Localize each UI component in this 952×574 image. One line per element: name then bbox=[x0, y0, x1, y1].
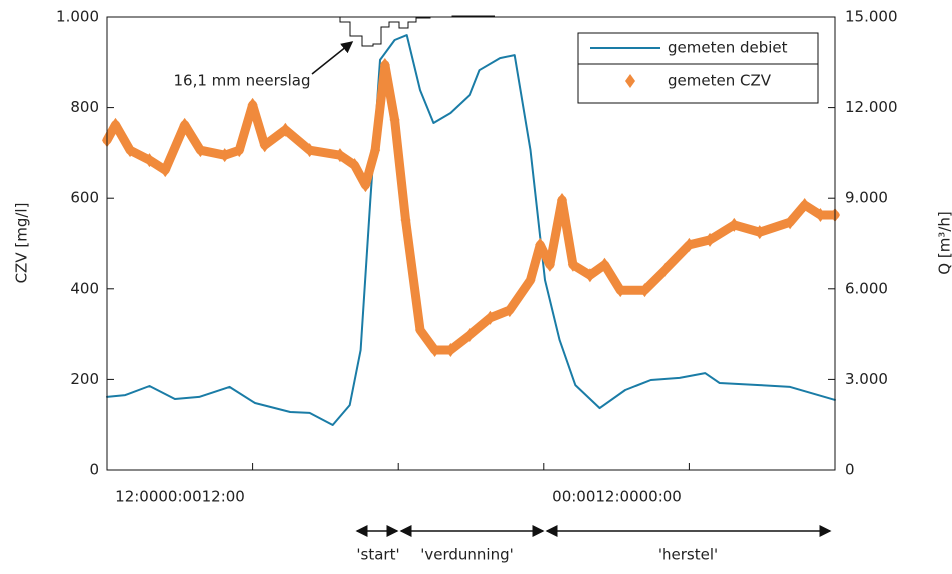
rainfall-steps bbox=[340, 16, 495, 46]
y2-tick-label: 0 bbox=[845, 461, 855, 479]
y2-tick-label: 9.000 bbox=[845, 189, 888, 207]
legend-label: gemeten debiet bbox=[668, 39, 788, 57]
y-tick-label: 800 bbox=[70, 98, 99, 116]
y-tick-label: 600 bbox=[70, 189, 99, 207]
y2-tick-label: 15.000 bbox=[845, 8, 898, 26]
series-line bbox=[107, 65, 835, 350]
x-tick-label-group: 00:0012:0000:00 bbox=[552, 488, 682, 506]
y-tick-label: 1.000 bbox=[56, 8, 99, 26]
y2-tick-label: 6.000 bbox=[845, 279, 888, 297]
legend: gemeten debiet gemeten CZV bbox=[578, 33, 818, 103]
x-tick-label-group: 12:0000:0012:00 bbox=[115, 488, 245, 506]
y-axis-label: CZV [mg/l] bbox=[13, 203, 31, 284]
y2-axis-label: Q [m³/h] bbox=[936, 211, 952, 274]
annotation-arrow bbox=[312, 42, 352, 74]
y-tick-label: 0 bbox=[89, 461, 99, 479]
period-label: 'verdunning' bbox=[420, 546, 514, 564]
period-label: 'start' bbox=[356, 546, 399, 564]
y2-tick-label: 12.000 bbox=[845, 98, 898, 116]
y-tick-label: 200 bbox=[70, 370, 99, 388]
annotation: 16,1 mm neerslag bbox=[174, 72, 311, 90]
legend-label: gemeten CZV bbox=[668, 72, 772, 90]
y-tick-label: 400 bbox=[70, 279, 99, 297]
period-label: 'herstel' bbox=[658, 546, 718, 564]
y2-tick-label: 3.000 bbox=[845, 370, 888, 388]
